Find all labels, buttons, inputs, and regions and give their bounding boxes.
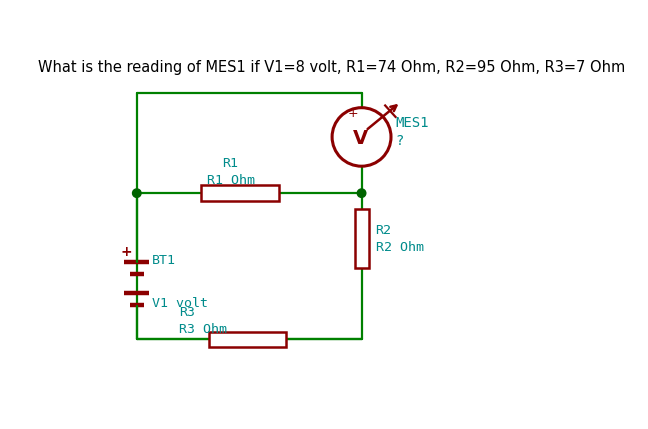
Text: R1 Ohm: R1 Ohm	[207, 174, 255, 187]
Circle shape	[357, 189, 366, 197]
Text: MES1: MES1	[396, 116, 429, 130]
Text: V1 volt: V1 volt	[152, 297, 208, 310]
Circle shape	[332, 108, 391, 166]
Text: V: V	[353, 129, 367, 148]
Bar	[201, 185, 279, 201]
Text: R2 Ohm: R2 Ohm	[375, 241, 424, 254]
Text: +: +	[348, 106, 358, 120]
Text: What is the reading of MES1 if V1=8 volt, R1=74 Ohm, R2=95 Ohm, R3=7 Ohm: What is the reading of MES1 if V1=8 volt…	[38, 60, 626, 75]
Text: R1: R1	[222, 157, 238, 170]
Text: ?: ?	[396, 134, 404, 148]
Bar	[209, 332, 286, 347]
Text: R3: R3	[179, 306, 196, 319]
Text: +: +	[120, 245, 132, 260]
Circle shape	[133, 189, 141, 197]
Bar	[354, 208, 369, 268]
Text: R2: R2	[375, 224, 391, 237]
Text: R3 Ohm: R3 Ohm	[179, 323, 227, 335]
Text: BT1: BT1	[152, 254, 176, 267]
